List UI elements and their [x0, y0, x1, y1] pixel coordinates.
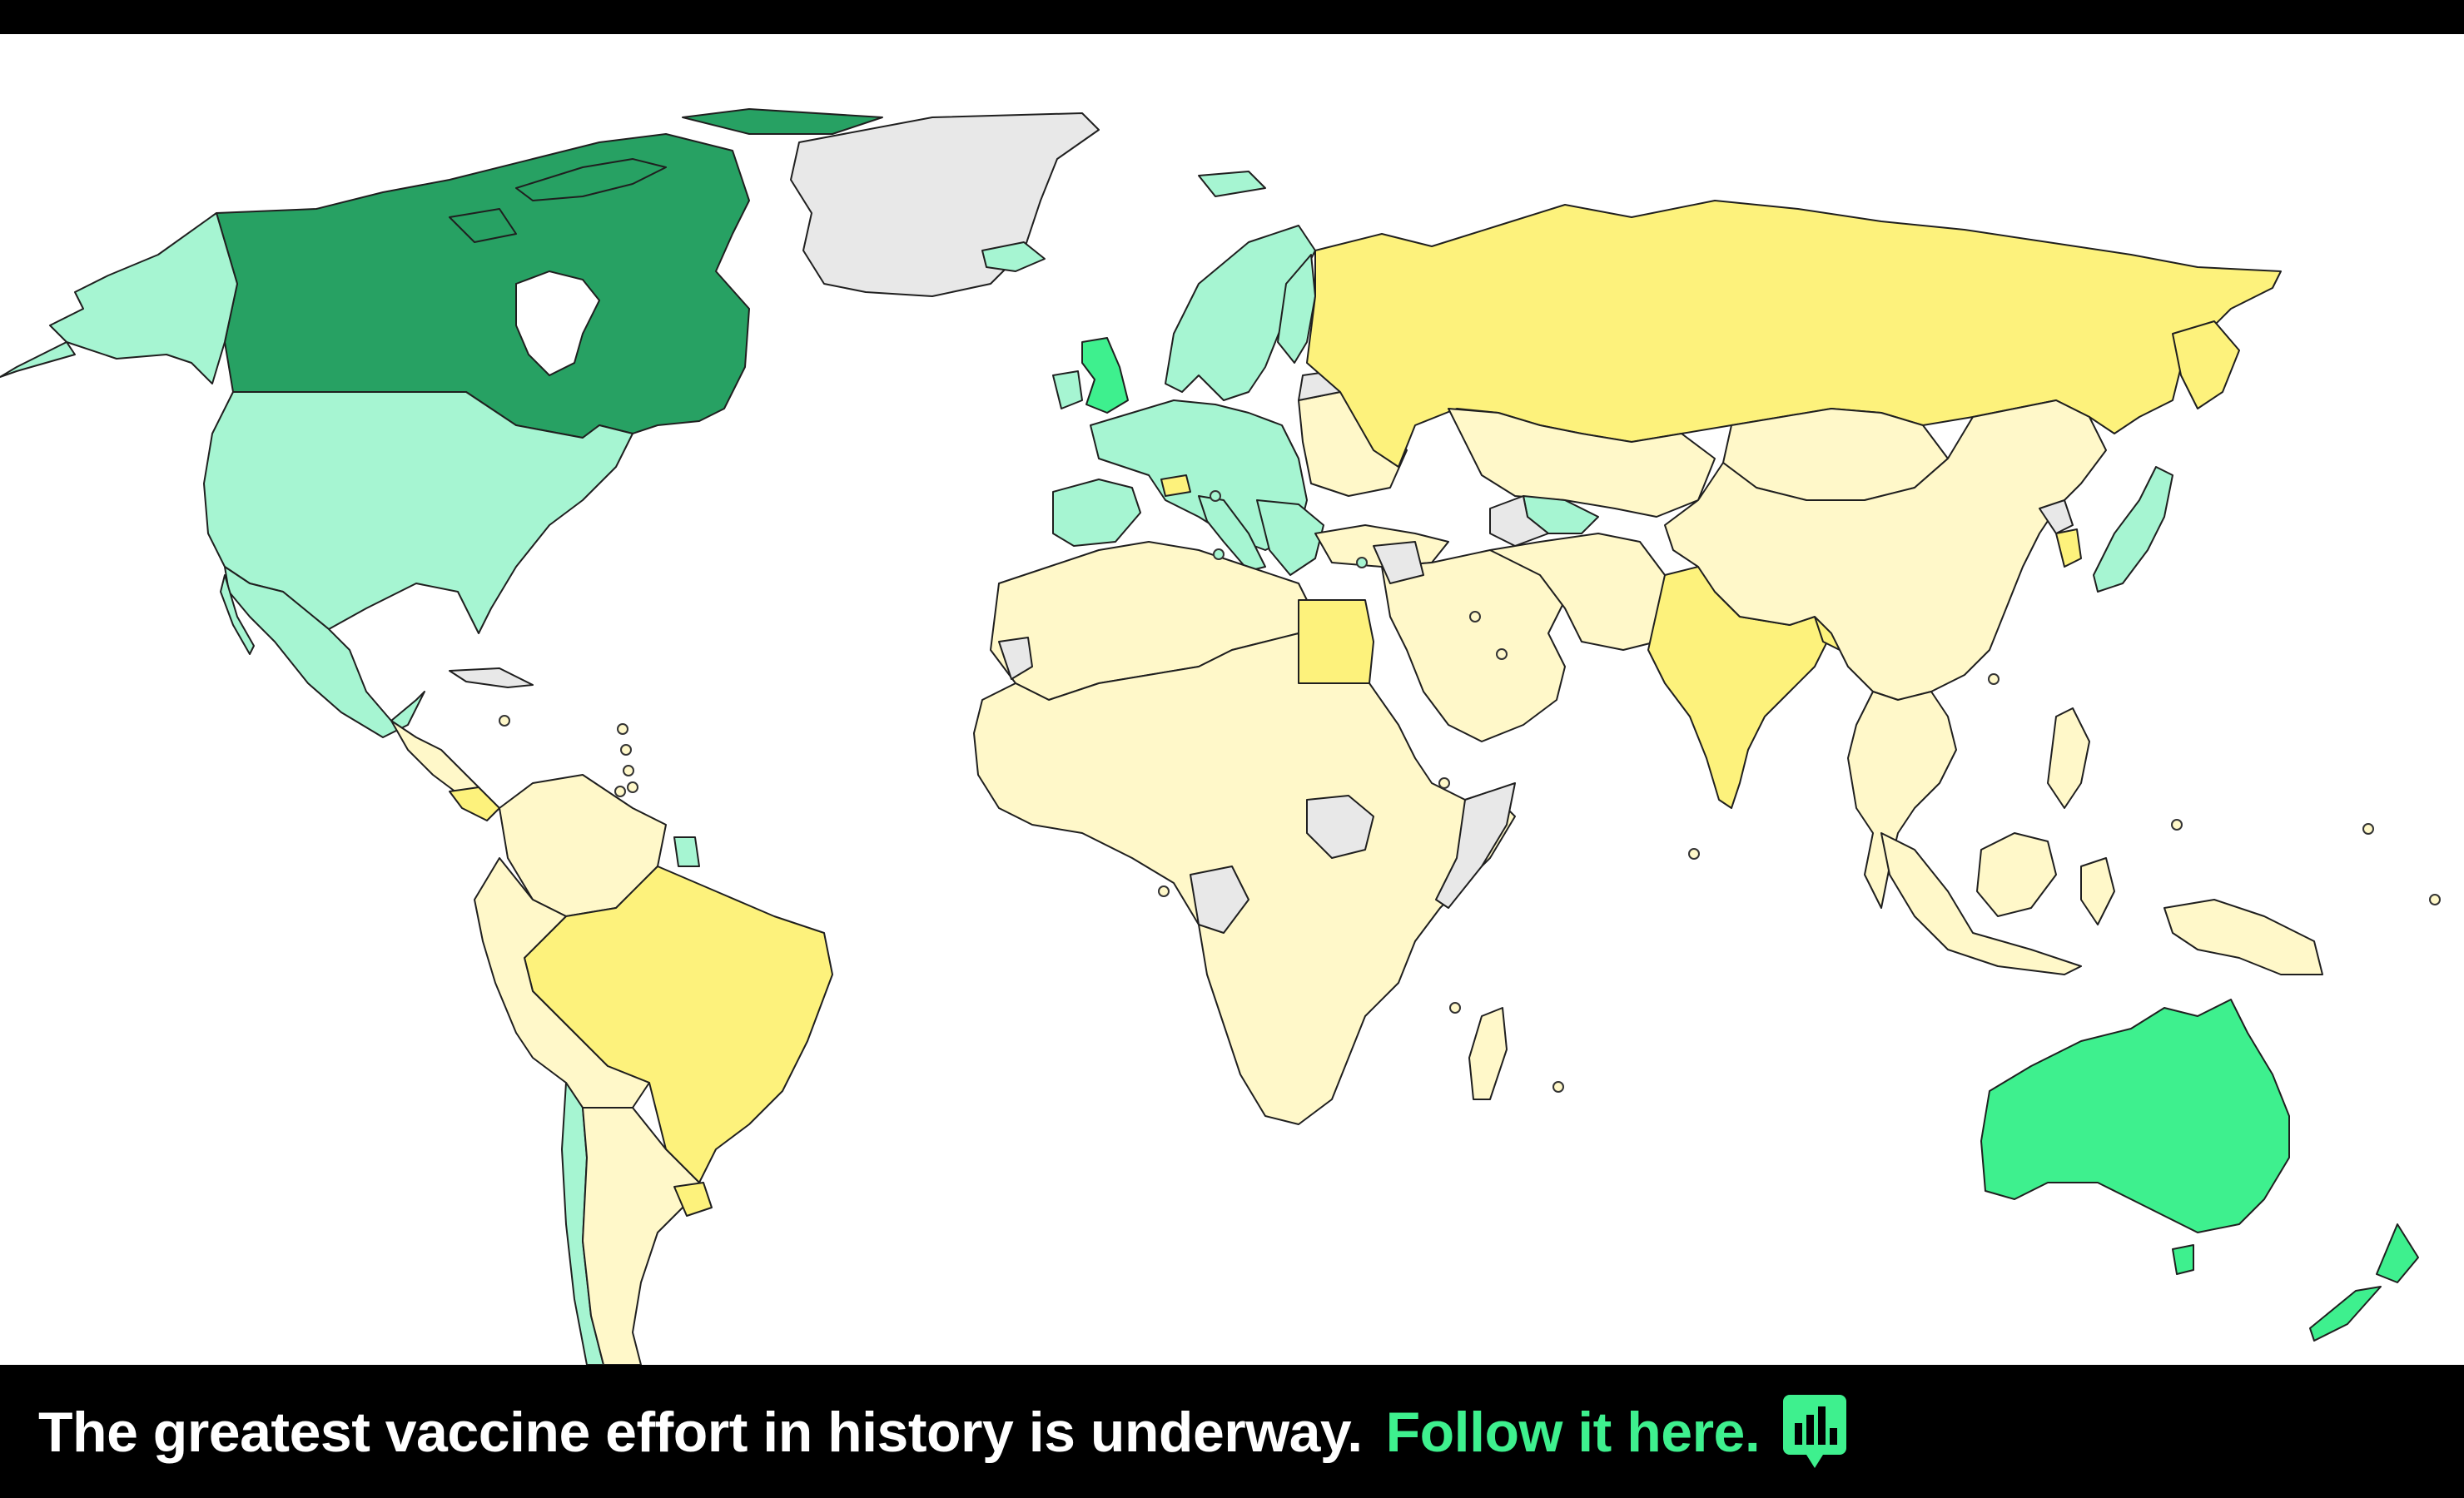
country-alaska[interactable] — [49, 212, 238, 384]
island-marker[interactable] — [614, 786, 626, 797]
island-marker[interactable] — [627, 781, 638, 793]
new-guinea[interactable] — [2163, 899, 2323, 975]
country-new-zealand[interactable] — [2309, 1223, 2419, 1342]
caption-text: The greatest vaccine effort in history i… — [38, 1401, 1363, 1464]
world-map-svg — [0, 108, 2441, 1365]
country-western-sahara[interactable] — [998, 637, 1033, 680]
country-guiana[interactable] — [673, 836, 700, 867]
country-somalia[interactable] — [1435, 782, 1516, 909]
island-marker[interactable] — [1988, 673, 2000, 685]
island-marker[interactable] — [1469, 611, 1481, 623]
country-australia[interactable] — [1980, 999, 2290, 1233]
country-uruguay[interactable] — [673, 1182, 713, 1217]
island-marker[interactable] — [2362, 823, 2374, 835]
island-marker[interactable] — [1213, 548, 1225, 560]
central-america[interactable] — [390, 720, 479, 801]
country-ireland[interactable] — [1052, 370, 1083, 409]
island-marker[interactable] — [1210, 490, 1221, 502]
country-china[interactable] — [1664, 399, 2107, 701]
country-korea[interactable] — [2039, 499, 2074, 534]
island-marker[interactable] — [2171, 819, 2183, 831]
country-egypt[interactable] — [1298, 599, 1374, 684]
island-marker[interactable] — [1449, 1002, 1461, 1014]
country-turkmenistan[interactable] — [1489, 495, 1549, 547]
bar-chart-speech-bubble-icon[interactable] — [1783, 1395, 1847, 1470]
country-cuba[interactable] — [449, 667, 534, 688]
iberia[interactable] — [1052, 479, 1141, 547]
country-usa[interactable] — [203, 391, 633, 634]
country-switzerland[interactable] — [1160, 474, 1191, 497]
indonesia-borneo[interactable] — [1976, 832, 2057, 917]
country-uk[interactable] — [1081, 337, 1129, 414]
country-greenland[interactable] — [790, 112, 1100, 297]
baja-california — [220, 574, 255, 655]
country-japan[interactable] — [2093, 466, 2173, 593]
island-marker[interactable] — [620, 744, 632, 756]
tasmania[interactable] — [2172, 1244, 2194, 1275]
island-marker[interactable] — [1438, 777, 1450, 789]
island-marker[interactable] — [1552, 1081, 1564, 1093]
country-iceland[interactable] — [981, 241, 1046, 272]
west-africa[interactable] — [973, 632, 1516, 1125]
country-madagascar[interactable] — [1468, 1007, 1508, 1100]
country-south-sudan[interactable] — [1306, 795, 1374, 859]
hudson-bay — [515, 270, 601, 377]
country-syria-iraq[interactable] — [1373, 541, 1424, 584]
island-marker[interactable] — [2429, 894, 2441, 905]
island-marker[interactable] — [617, 723, 628, 735]
country-panama[interactable] — [449, 786, 500, 821]
svalbard[interactable] — [1198, 171, 1266, 197]
caption: The greatest vaccine effort in history i… — [38, 1395, 1847, 1470]
country-argentina[interactable] — [582, 1107, 700, 1365]
country-mexico[interactable] — [224, 566, 425, 738]
follow-link[interactable]: Follow it here. — [1385, 1401, 1761, 1464]
alaska-peninsula — [0, 341, 76, 378]
sulawesi[interactable] — [2080, 857, 2115, 925]
balkans[interactable] — [1256, 499, 1324, 576]
island-marker[interactable] — [1356, 557, 1368, 568]
country-finland[interactable] — [1277, 254, 1316, 364]
island-marker[interactable] — [499, 715, 510, 727]
country-gabon-congo[interactable] — [1190, 866, 1249, 934]
island-marker[interactable] — [1158, 885, 1170, 897]
arctic-islands[interactable] — [449, 108, 883, 243]
kamchatka[interactable] — [2172, 320, 2240, 409]
island-marker[interactable] — [623, 765, 634, 776]
country-south-korea[interactable] — [2055, 528, 2082, 568]
island-marker[interactable] — [1688, 848, 1700, 860]
indonesia-sumatra-java[interactable] — [1880, 832, 2082, 975]
country-philippines[interactable] — [2047, 707, 2090, 809]
caption-bar: The greatest vaccine effort in history i… — [0, 1365, 2464, 1498]
country-mongolia[interactable] — [1722, 408, 1949, 501]
island-marker[interactable] — [1496, 648, 1508, 660]
world-vaccination-map[interactable] — [0, 34, 2464, 1365]
